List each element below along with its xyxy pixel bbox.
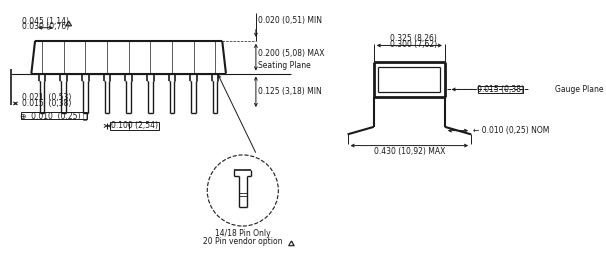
Text: 0.020 (0,51) MIN: 0.020 (0,51) MIN (258, 16, 322, 25)
Text: Gauge Plane: Gauge Plane (555, 85, 604, 94)
Text: Seating Plane: Seating Plane (258, 61, 310, 70)
Text: 0.045 (1,14): 0.045 (1,14) (22, 17, 69, 26)
FancyBboxPatch shape (478, 86, 522, 93)
Text: ← 0.010 (0,25) NOM: ← 0.010 (0,25) NOM (473, 126, 550, 135)
Text: !: ! (290, 241, 293, 246)
Text: 0.430 (10,92) MAX: 0.430 (10,92) MAX (374, 146, 445, 155)
Text: 20 Pin vendor option: 20 Pin vendor option (203, 237, 282, 246)
Text: 0.015 (0,38): 0.015 (0,38) (476, 85, 524, 94)
Text: 0.030 (0,76): 0.030 (0,76) (22, 22, 69, 31)
Text: 0.100 (2,54): 0.100 (2,54) (111, 121, 158, 131)
Text: 0.125 (3,18) MIN: 0.125 (3,18) MIN (258, 87, 322, 96)
FancyBboxPatch shape (21, 112, 87, 119)
Text: 0.325 (8,26): 0.325 (8,26) (390, 34, 436, 44)
FancyBboxPatch shape (110, 122, 159, 130)
Text: 14/18 Pin Only: 14/18 Pin Only (215, 229, 271, 238)
Text: 0.300 (7,62): 0.300 (7,62) (390, 40, 437, 49)
Text: 0.015  (0,38): 0.015 (0,38) (22, 99, 72, 108)
Text: !: ! (68, 21, 70, 27)
Text: ⊕  0.010  (0,25) Ⓜ: ⊕ 0.010 (0,25) Ⓜ (20, 111, 87, 120)
Text: 0.021  (0,53): 0.021 (0,53) (22, 93, 72, 102)
Text: 0.200 (5,08) MAX: 0.200 (5,08) MAX (258, 49, 324, 58)
